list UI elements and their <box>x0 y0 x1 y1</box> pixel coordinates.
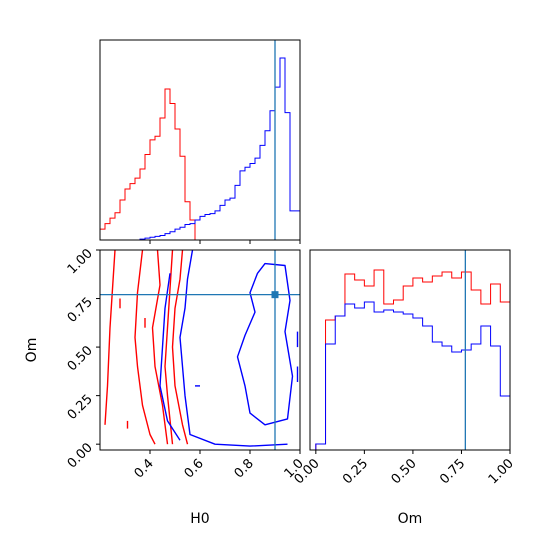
joint-contour-3 <box>164 250 174 445</box>
joint-ytick-label-3: 0.75 <box>65 295 96 326</box>
joint-ytick-label-4: 1.00 <box>65 246 96 277</box>
om-xtick-label-2: 0.50 <box>389 456 420 487</box>
joint-contour-panel: 0.4 0.6 0.8 1.00.000.250.500.751.00 <box>65 246 307 481</box>
y-axis-label-om: Om <box>24 338 40 363</box>
om-hist-series-1 <box>315 301 510 450</box>
joint-contour-4 <box>171 250 189 445</box>
om-xtick-label-3: 0.75 <box>437 456 468 487</box>
joint-contour-1 <box>134 250 156 445</box>
joint-xtick-label-0: 0.4 <box>132 456 157 481</box>
joint-contour-group <box>104 250 299 447</box>
joint-truth-marker <box>271 291 279 299</box>
om-histogram-panel: 0.00 0.25 0.50 0.75 1.00 <box>292 249 517 487</box>
joint-contour-2 <box>151 250 169 445</box>
joint-frame <box>99 249 301 451</box>
h0-hist-series-1 <box>100 57 301 241</box>
joint-xtick-label-1: 0.6 <box>182 456 207 481</box>
x-axis-label-h0: H0 <box>190 511 209 527</box>
joint-ytick-label-1: 0.25 <box>65 392 96 423</box>
om-hist-series-0 <box>315 264 511 450</box>
h0-hist-frame <box>99 39 301 241</box>
om-hist-frame <box>309 249 511 451</box>
joint-contour-5 <box>179 250 288 447</box>
x-axis-label-om: Om <box>398 511 423 527</box>
h0-histogram-panel <box>99 39 301 244</box>
joint-ytick-label-0: 0.00 <box>65 440 96 471</box>
om-xtick-label-4: 1.00 <box>486 456 517 487</box>
joint-ytick-label-2: 0.50 <box>65 343 96 374</box>
joint-contour-6 <box>159 273 181 441</box>
joint-xtick-label-2: 0.8 <box>232 456 257 481</box>
joint-contour-7 <box>236 262 294 426</box>
om-xtick-label-1: 0.25 <box>340 456 371 487</box>
joint-contour-0 <box>104 250 116 425</box>
